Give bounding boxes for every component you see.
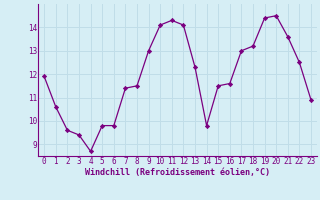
X-axis label: Windchill (Refroidissement éolien,°C): Windchill (Refroidissement éolien,°C) xyxy=(85,168,270,177)
